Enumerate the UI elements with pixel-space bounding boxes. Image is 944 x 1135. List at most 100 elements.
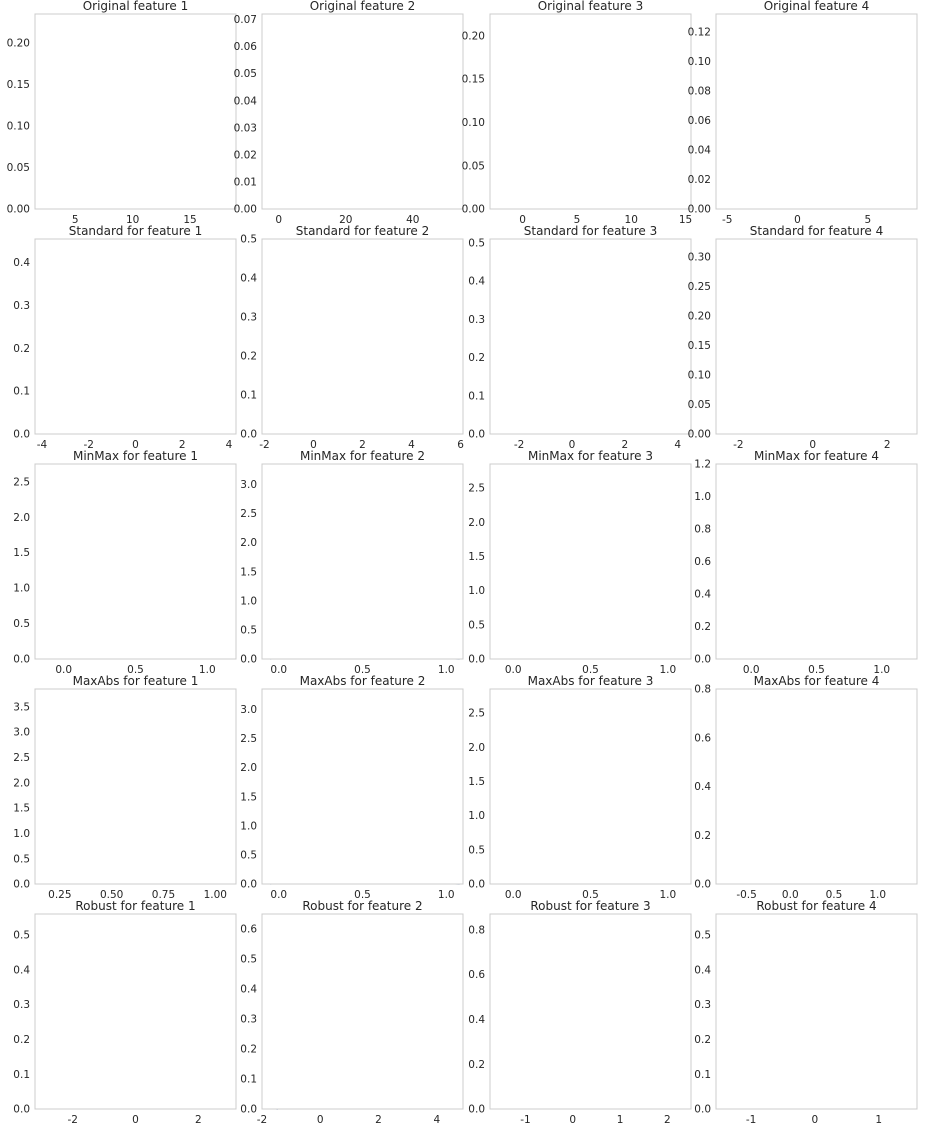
chart-7-y-tick-label: 0.5 — [468, 237, 485, 249]
chart-20-frame — [715, 913, 918, 1110]
chart-7-y-tick-label: 0.0 — [468, 429, 485, 441]
chart-5-frame — [34, 238, 237, 435]
chart-18-y-tick-label: 0.5 — [240, 954, 257, 966]
chart-16-frame — [715, 688, 918, 885]
chart-15-title: MaxAbs for feature 3 — [528, 674, 654, 688]
chart-4-title: Original feature 4 — [764, 0, 870, 13]
chart-14-y-tick-label: 2.0 — [240, 762, 257, 774]
chart-19-x-tick-label: 0 — [569, 1114, 576, 1126]
chart-13-x-tick-label: 1.00 — [204, 889, 227, 901]
chart-16-y-tick-label: 0.8 — [694, 684, 711, 696]
chart-11-y-tick-label: 1.5 — [468, 551, 485, 563]
chart-8-y-tick-label: 0.25 — [688, 281, 711, 293]
chart-4-x-tick-label: -5 — [722, 214, 732, 226]
chart-3-x-tick-label: 15 — [679, 214, 692, 226]
chart-16-y-tick-label: 0.0 — [694, 879, 711, 891]
chart-20-y-tick-label: 0.5 — [694, 929, 711, 941]
chart-6-y-tick-label: 0.0 — [240, 429, 257, 441]
chart-6-x-tick-label: 6 — [457, 439, 464, 451]
chart-20-y-tick-label: 0.0 — [694, 1104, 711, 1116]
chart-14-y-tick-label: 0.5 — [240, 849, 257, 861]
chart-4-x-tick-label: 0 — [794, 214, 801, 226]
chart-16-y-tick-label: 0.4 — [694, 781, 711, 793]
chart-8-title: Standard for feature 4 — [750, 224, 884, 238]
chart-17: 0.0 0.1 0.2 0.3 0.4 0.5 -2 0 2 Robust for feature… — [13, 899, 237, 1126]
chart-1-x-tick-label: 5 — [72, 214, 79, 226]
chart-8-y-tick-label: 0.30 — [688, 251, 711, 263]
chart-9-y-tick-label: 1.0 — [13, 583, 30, 595]
chart-17-y-tick-label: 0.3 — [13, 999, 30, 1011]
chart-18-y-tick-label: 0.0 — [240, 1104, 257, 1116]
chart-13-frame — [34, 688, 237, 885]
chart-19-y-tick-label: 0.8 — [468, 924, 485, 936]
chart-3-y-tick-label: 0.05 — [462, 160, 485, 172]
chart-6-frame — [261, 238, 464, 435]
chart-2-x-tick-label: 0 — [275, 214, 282, 226]
chart-12-y-tick-label: 1.0 — [694, 491, 711, 503]
chart-7-y-tick-label: 0.2 — [468, 352, 485, 364]
chart-11-x-tick-label: 0.0 — [505, 664, 522, 676]
chart-20: 0.0 0.1 0.2 0.3 0.4 0.5 -1 0 1 Robust for feature… — [694, 899, 918, 1126]
chart-9-y-tick-label: 0.0 — [13, 654, 30, 666]
chart-15-frame — [489, 688, 692, 885]
chart-14-frame — [261, 688, 464, 885]
chart-17-y-tick-label: 0.0 — [13, 1104, 30, 1116]
chart-9-x-tick-label: 0.5 — [127, 664, 144, 676]
chart-8-x-tick-label: -2 — [733, 439, 743, 451]
chart-7: 0.0 0.1 0.2 0.3 0.4 0.5 -2 0 2 4 Standard for feat… — [468, 224, 692, 451]
chart-16-x-tick-label: -0.5 — [736, 889, 757, 901]
chart-2: 0.00 0.01 0.02 0.03 0.04 0.05 0.06 0.07 0 20 40 Ori… — [234, 0, 464, 226]
chart-7-y-tick-label: 0.1 — [468, 390, 485, 402]
chart-16-y-tick-label: 0.6 — [694, 732, 711, 744]
chart-5-y-tick-label: 0.2 — [13, 343, 30, 355]
chart-18-frame — [261, 913, 464, 1110]
chart-15-y-tick-label: 1.0 — [468, 810, 485, 822]
chart-6-y-tick-label: 0.1 — [240, 390, 257, 402]
chart-7-title: Standard for feature 3 — [524, 224, 658, 238]
chart-19-x-tick-label: 1 — [617, 1114, 624, 1126]
chart-5-x-tick-label: -4 — [37, 439, 48, 451]
chart-4-y-tick-label: 0.04 — [688, 145, 712, 157]
chart-3-x-tick-label: 5 — [574, 214, 581, 226]
chart-2-x-tick-label: 20 — [339, 214, 352, 226]
chart-20-y-tick-label: 0.4 — [694, 964, 711, 976]
chart-13-y-tick-label: 0.0 — [13, 879, 30, 891]
chart-10-x-tick-label: 0.5 — [354, 664, 371, 676]
chart-7-x-tick-label: 4 — [674, 439, 681, 451]
chart-19-y-tick-label: 0.0 — [468, 1104, 485, 1116]
chart-10-y-tick-label: 3.0 — [240, 479, 257, 491]
chart-7-frame — [489, 238, 692, 435]
chart-18: 0.0 0.1 0.2 0.3 0.4 0.5 0.6 -2 0 2 4 Robust for fea… — [240, 899, 464, 1126]
chart-13-y-tick-label: 3.0 — [13, 727, 30, 739]
chart-20-y-tick-label: 0.1 — [694, 1069, 711, 1081]
chart-4-y-tick-label: 0.12 — [688, 26, 711, 38]
chart-4: 0.00 0.02 0.04 0.06 0.08 0.10 0.12 -5 0 5 Original… — [688, 0, 918, 226]
chart-2-y-tick-label: 0.02 — [234, 149, 257, 161]
chart-12-x-tick-label: 0.5 — [808, 664, 825, 676]
chart-9-y-tick-label: 2.5 — [13, 476, 30, 488]
chart-2-y-tick-label: 0.04 — [234, 95, 258, 107]
chart-15-x-tick-label: 0.0 — [505, 889, 522, 901]
chart-6-x-tick-label: 2 — [359, 439, 366, 451]
chart-12-y-tick-label: 1.2 — [694, 459, 711, 471]
chart-17-y-tick-label: 0.1 — [13, 1069, 30, 1081]
chart-2-frame — [261, 13, 464, 210]
chart-1-title: Original feature 1 — [83, 0, 189, 13]
chart-8-frame — [715, 238, 918, 435]
chart-15-y-tick-label: 0.0 — [468, 879, 485, 891]
chart-5-x-tick-label: 2 — [179, 439, 186, 451]
chart-11: 0.0 0.5 1.0 1.5 2.0 2.5 0.0 0.5 1.0 MinMax for fe… — [468, 449, 692, 676]
chart-12-y-tick-label: 0.4 — [694, 589, 711, 601]
chart-14-y-tick-label: 0.0 — [240, 879, 257, 891]
chart-2-y-tick-label: 0.05 — [234, 68, 257, 80]
chart-17-x-tick-label: 0 — [132, 1114, 139, 1126]
chart-5-y-tick-label: 0.0 — [13, 429, 30, 441]
chart-10-y-tick-label: 0.5 — [240, 624, 257, 636]
chart-14-y-tick-label: 3.0 — [240, 704, 257, 716]
chart-14: 0.0 0.5 1.0 1.5 2.0 2.5 3.0 0.0 0.5 1.0 MaxAbs for… — [240, 674, 464, 901]
chart-18-y-tick-label: 0.6 — [240, 924, 257, 936]
chart-19: 0.0 0.2 0.4 0.6 0.8 -1 0 1 2 Robust for feature 3 — [468, 899, 692, 1126]
chart-19-y-tick-label: 0.4 — [468, 1014, 485, 1026]
chart-11-y-tick-label: 0.0 — [468, 654, 485, 666]
chart-3-y-tick-label: 0.20 — [462, 30, 485, 42]
